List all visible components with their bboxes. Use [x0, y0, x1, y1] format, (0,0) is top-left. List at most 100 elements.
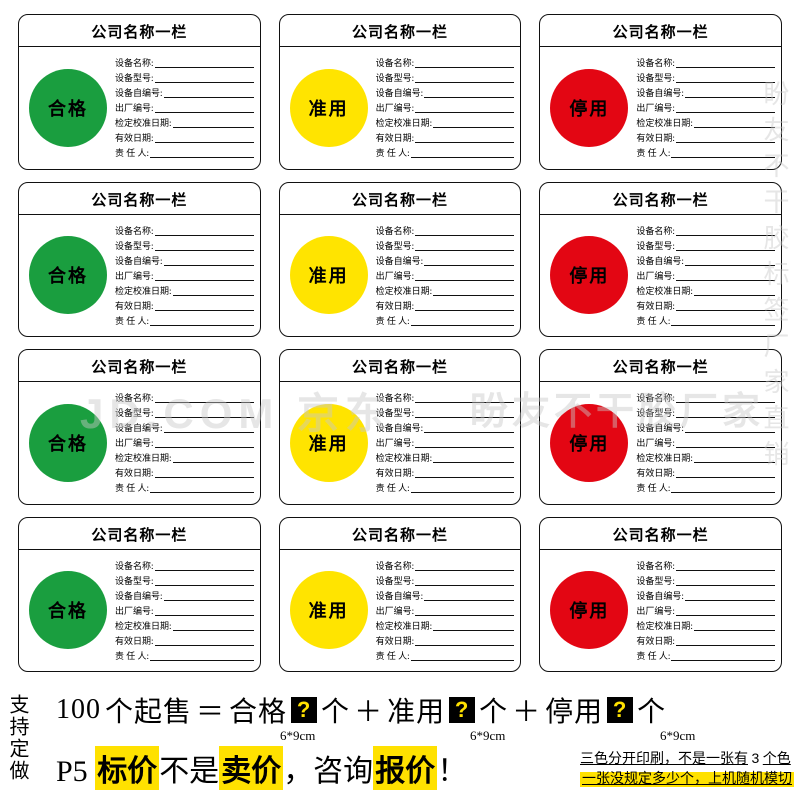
status-circle: 准用 — [290, 571, 368, 649]
field-row: 设备自编号: — [115, 254, 254, 267]
field-row: 设备自编号: — [636, 254, 775, 267]
field-row: 设备名称: — [376, 224, 515, 237]
card-header: 公司名称一栏 — [280, 183, 521, 215]
status-circle: 停用 — [550, 69, 628, 147]
field-row: 责 任 人: — [376, 146, 515, 159]
status-circle: 停用 — [550, 571, 628, 649]
field-row: 检定校准日期: — [636, 116, 775, 129]
status-circle: 合格 — [29, 404, 107, 482]
field-row: 设备型号: — [115, 239, 254, 252]
label-card: 公司名称一栏停用设备名称:设备型号:设备自编号:出厂编号:检定校准日期:有效日期… — [539, 14, 782, 170]
field-row: 出厂编号: — [115, 604, 254, 617]
card-header: 公司名称一栏 — [19, 15, 260, 47]
label-card: 公司名称一栏合格设备名称:设备型号:设备自编号:出厂编号:检定校准日期:有效日期… — [18, 14, 261, 170]
label-card: 公司名称一栏准用设备名称:设备型号:设备自编号:出厂编号:检定校准日期:有效日期… — [279, 349, 522, 505]
field-row: 检定校准日期: — [636, 619, 775, 632]
card-header: 公司名称一栏 — [280, 518, 521, 550]
card-header: 公司名称一栏 — [19, 518, 260, 550]
field-row: 设备自编号: — [636, 86, 775, 99]
field-row: 设备名称: — [636, 224, 775, 237]
field-row: 有效日期: — [636, 634, 775, 647]
field-list: 设备名称:设备型号:设备自编号:出厂编号:检定校准日期:有效日期:责 任 人: — [372, 56, 515, 159]
field-list: 设备名称:设备型号:设备自编号:出厂编号:检定校准日期:有效日期:责 任 人: — [632, 224, 775, 327]
field-row: 出厂编号: — [115, 436, 254, 449]
field-row: 设备自编号: — [115, 86, 254, 99]
support-custom-label: 支持定做 — [4, 694, 30, 782]
field-list: 设备名称: 设备型号: 设备自编号: 出厂编号: 检定校准日期: 有效日期: 责 任 人: — [372, 224, 515, 327]
field-row: 设备名称: — [115, 391, 254, 404]
field-row: 设备型号: — [376, 239, 515, 252]
field-list: 设备名称:设备型号:设备自编号:出厂编号:检定校准日期:有效日期:责 任 人: — [632, 559, 775, 662]
qmark-icon: ? — [449, 697, 475, 723]
field-row: 责 任 人: — [636, 146, 775, 159]
label-card: 公司名称一栏准用设备名称:设备型号:设备自编号:出厂编号:检定校准日期:有效日期… — [279, 517, 522, 673]
field-row: 有效日期: — [636, 299, 775, 312]
field-row: 有效日期: — [636, 466, 775, 479]
field-row: 有效日期: — [115, 634, 254, 647]
field-row: 责 任 人: — [115, 481, 254, 494]
field-row: 设备名称: — [636, 559, 775, 572]
field-row: 检定校准日期: — [115, 116, 254, 129]
field-row: 设备名称: — [115, 559, 254, 572]
field-row: 设备自编号: — [636, 421, 775, 434]
label-card: 公司名称一栏准用设备名称:设备型号:设备自编号:出厂编号:检定校准日期:有效日期… — [279, 14, 522, 170]
field-row: 设备型号: — [115, 406, 254, 419]
field-row: 设备名称: — [376, 559, 515, 572]
card-header: 公司名称一栏 — [540, 15, 781, 47]
field-row: 设备自编号: — [376, 254, 515, 267]
card-header: 公司名称一栏 — [280, 15, 521, 47]
right-notes: 三色分开印刷，不是一张有 3 个色 一张没规定多少个，上机随机模切 — [580, 748, 794, 790]
moq-line: 100 个起售 ＝ 合格 ? 个 ＋ 准用 ? 个 ＋ 停用 ? 个 — [56, 690, 666, 730]
field-row: 责 任 人: — [636, 481, 775, 494]
field-list: 设备名称:设备型号:设备自编号:出厂编号:检定校准日期:有效日期:责 任 人: — [632, 56, 775, 159]
field-row: 出厂编号: — [376, 436, 515, 449]
field-list: 设备名称:设备型号:设备自编号:出厂编号:检定校准日期:有效日期:责 任 人: — [632, 391, 775, 494]
field-row: 设备型号: — [376, 574, 515, 587]
card-header: 公司名称一栏 — [540, 518, 781, 550]
status-circle: 停用 — [550, 236, 628, 314]
status-circle: 准用 — [290, 404, 368, 482]
price-line: P5 标价 不是 卖价 ，咨询 报价 ！ — [56, 746, 467, 790]
field-row: 设备名称: — [115, 56, 254, 69]
field-row: 有效日期: — [376, 634, 515, 647]
label-card: 公司名称一栏合格设备名称:设备型号:设备自编号:出厂编号:检定校准日期:有效日期… — [18, 182, 261, 338]
field-row: 设备自编号: — [636, 589, 775, 602]
field-row: 责 任 人: — [376, 481, 515, 494]
field-row: 责 任 人: — [376, 649, 515, 662]
field-row: 设备自编号: — [376, 86, 515, 99]
card-header: 公司名称一栏 — [540, 350, 781, 382]
field-row: 设备型号: — [636, 574, 775, 587]
label-card: 公司名称一栏准用设备名称:设备型号:设备自编号:出厂编号:检定校准日期:有效日期… — [279, 182, 522, 338]
status-circle: 合格 — [29, 69, 107, 147]
field-row: 设备型号: — [115, 71, 254, 84]
status-circle: 停用 — [550, 404, 628, 482]
label-card: 公司名称一栏停用设备名称:设备型号:设备自编号:出厂编号:检定校准日期:有效日期… — [539, 182, 782, 338]
field-row: 有效日期: — [376, 299, 515, 312]
field-row: 检定校准日期: — [376, 451, 515, 464]
field-list: 设备名称:设备型号:设备自编号:出厂编号:检定校准日期:有效日期:责 任 人: — [111, 224, 254, 327]
field-row: 检定校准日期: — [376, 116, 515, 129]
field-row: 检定校准日期: — [376, 619, 515, 632]
field-row: 设备型号: — [376, 406, 515, 419]
field-row: 有效日期: — [376, 131, 515, 144]
field-row: 出厂编号: — [376, 269, 515, 282]
field-list: 设备名称:设备型号:设备自编号:出厂编号:检定校准日期:有效日期:责 任 人: — [372, 391, 515, 494]
field-row: 检定校准日期: — [636, 284, 775, 297]
label-card: 公司名称一栏停用设备名称:设备型号:设备自编号:出厂编号:检定校准日期:有效日期… — [539, 517, 782, 673]
bottom-panel: 支持定做 100 个起售 ＝ 合格 ? 个 ＋ 准用 ? 个 ＋ 停用 ? 个 … — [0, 690, 800, 800]
field-list: 设备名称:设备型号:设备自编号:出厂编号:检定校准日期:有效日期:责 任 人: — [111, 559, 254, 662]
qmark-icon: ? — [607, 697, 633, 723]
field-row: 设备型号: — [636, 71, 775, 84]
field-row: 责 任 人: — [376, 314, 515, 327]
field-row: 设备名称: — [636, 391, 775, 404]
field-row: 责 任 人: — [115, 314, 254, 327]
field-row: 设备自编号: — [376, 589, 515, 602]
status-circle: 合格 — [29, 571, 107, 649]
field-row: 检定校准日期: — [376, 284, 515, 297]
field-row: 设备名称: — [636, 56, 775, 69]
label-grid: 公司名称一栏合格设备名称:设备型号:设备自编号:出厂编号:检定校准日期:有效日期… — [0, 0, 800, 680]
field-row: 出厂编号: — [115, 101, 254, 114]
field-row: 设备自编号: — [376, 421, 515, 434]
field-row: 设备名称: — [376, 56, 515, 69]
field-row: 设备自编号: — [115, 421, 254, 434]
